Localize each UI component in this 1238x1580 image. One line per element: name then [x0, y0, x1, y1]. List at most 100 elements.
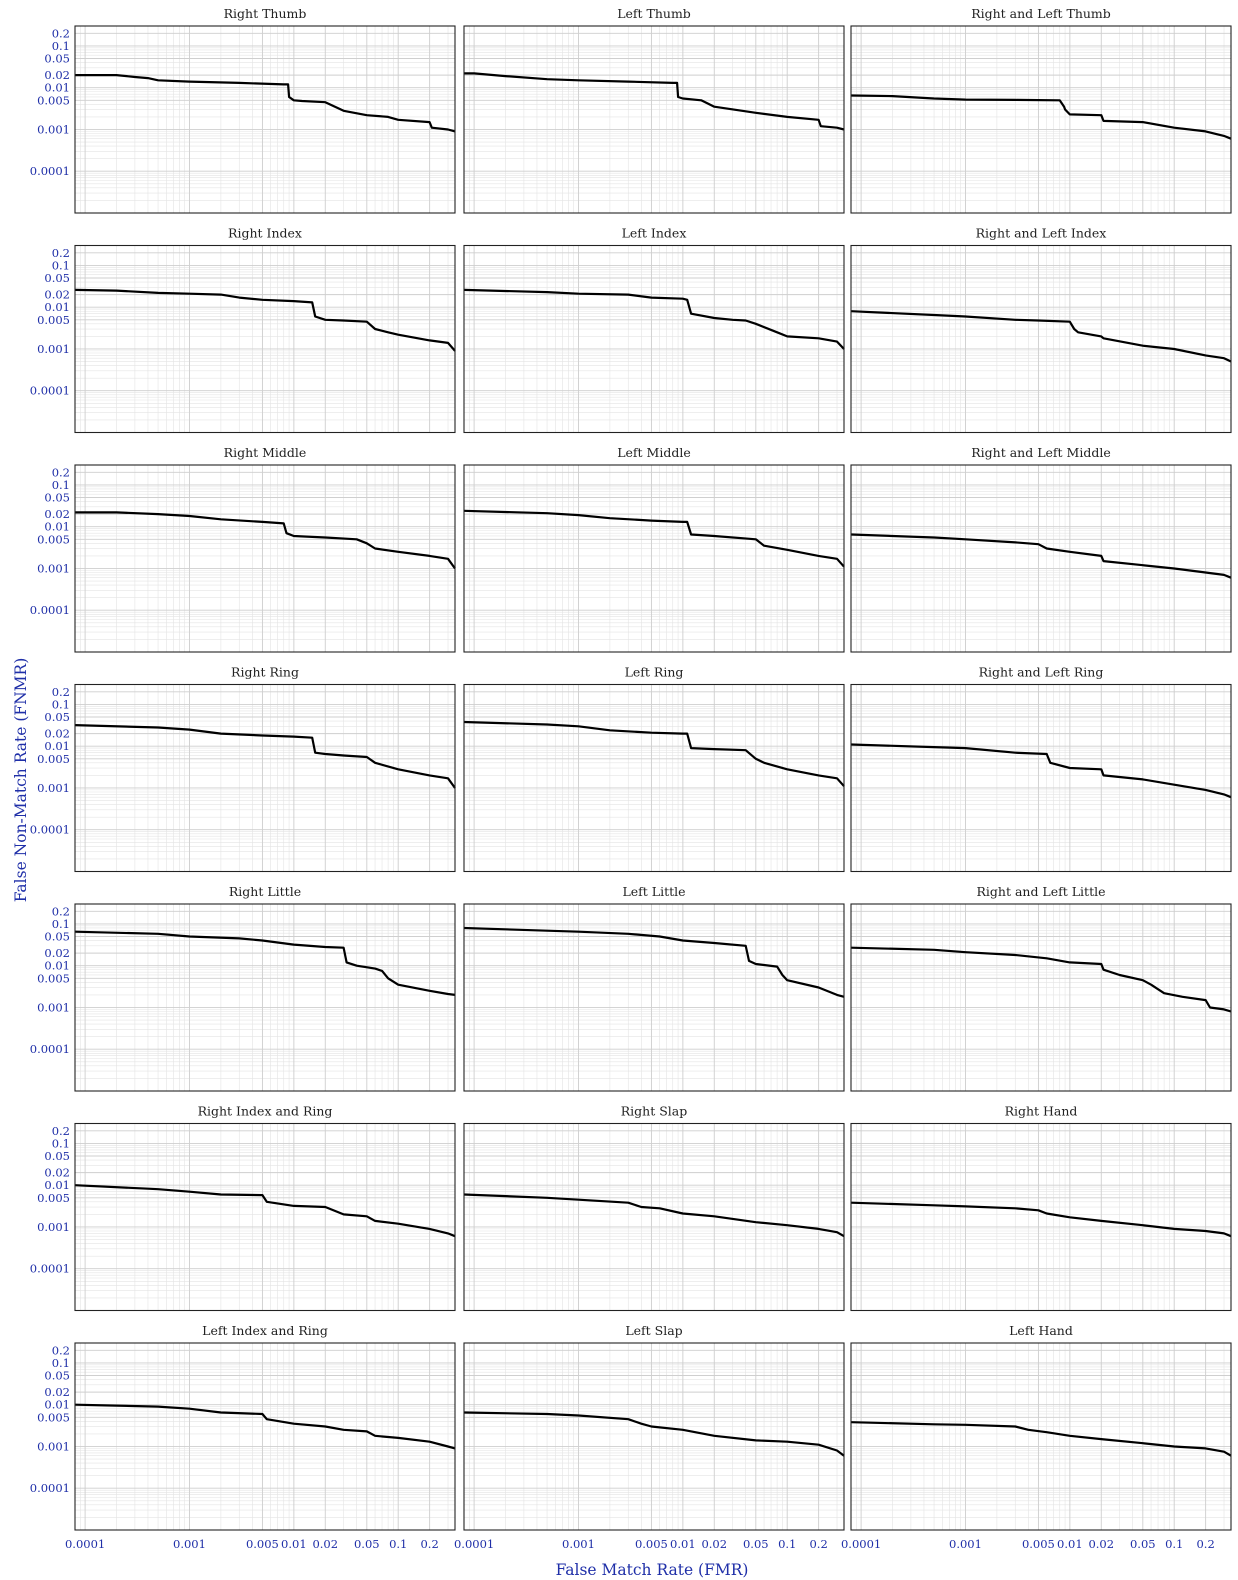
x-tick-label: 0.1	[1165, 1537, 1183, 1551]
y-tick-label: 0.005	[37, 971, 70, 985]
series-line	[463, 720, 845, 787]
panel-title: Right Hand	[1005, 1104, 1078, 1119]
series-line	[75, 73, 456, 133]
y-tick-label: 0.05	[44, 1149, 70, 1163]
panel-frame	[74, 683, 456, 873]
panel-title: Left Index	[622, 226, 687, 241]
panel-9: Right Ring 0.20.10.05 0.020.010.005 0.001 0.…	[30, 665, 456, 873]
x-tick-label: 0.01	[281, 1537, 307, 1551]
panel-title: Right Ring	[231, 665, 299, 680]
panel-13: Left Little	[463, 884, 845, 1092]
panel-10: Left Ring	[463, 665, 845, 873]
x-tick-label: 0.01	[1057, 1537, 1083, 1551]
panel-frame	[74, 25, 456, 214]
panel-frame	[463, 464, 845, 653]
x-tick-label: 0.05	[743, 1537, 769, 1551]
series-line	[74, 1403, 456, 1450]
panel-title: Left Hand	[1009, 1323, 1073, 1338]
series-line	[463, 926, 845, 998]
y-tick-label: 0.005	[37, 93, 70, 107]
panel-title: Right Thumb	[224, 6, 307, 21]
panel-frame	[74, 1122, 456, 1312]
panel-1: Left Thumb	[463, 6, 845, 214]
x-tick-label: 0.01	[670, 1537, 696, 1551]
x-axis-label: False Match Rate (FMR)	[556, 1561, 749, 1579]
panel-frame	[850, 1122, 1232, 1312]
series-line	[75, 511, 456, 570]
panel-20: Left Hand 0.0001 0.001 0.005 0.01 0.02 0.05 0.1…	[841, 1323, 1232, 1551]
panel-title: Left Middle	[617, 445, 691, 460]
y-tick-label: 0.02	[44, 1166, 70, 1180]
y-tick-label: 0.01	[44, 520, 70, 534]
y-tick-label: 0.0001	[30, 1042, 70, 1056]
y-tick-label: 0.05	[44, 930, 70, 944]
y-tick-label: 0.0001	[30, 1262, 70, 1276]
y-tick-label: 0.001	[37, 1220, 70, 1234]
series-line	[463, 288, 845, 350]
x-tick-label: 0.02	[701, 1537, 727, 1551]
panel-16: Right Slap	[463, 1104, 845, 1312]
y-tick-label: 0.02	[44, 288, 70, 302]
panel-frame	[463, 244, 845, 434]
panel-title: Left Thumb	[617, 6, 691, 21]
panel-frame	[463, 1122, 845, 1312]
series-line	[850, 310, 1232, 363]
y-tick-label: 0.0001	[30, 164, 70, 178]
series-line	[74, 288, 456, 352]
panel-title: Right and Left Little	[977, 884, 1106, 899]
panel-title: Left Slap	[625, 1323, 682, 1338]
panel-5: Right and Left Index	[850, 226, 1232, 434]
panel-frame	[74, 464, 456, 653]
y-tick-label: 0.01	[44, 300, 70, 314]
x-tick-label: 0.005	[635, 1537, 668, 1551]
y-tick-label: 0.05	[44, 271, 70, 285]
panel-title: Right and Left Thumb	[971, 6, 1111, 21]
panel-frame	[850, 903, 1232, 1092]
panel-12: Right Little 0.20.10.05 0.020.010.005 0.001…	[30, 884, 456, 1092]
x-tick-label: 0.1	[778, 1537, 796, 1551]
y-tick-label: 0.1	[52, 1356, 70, 1370]
series-line	[464, 72, 845, 131]
panel-title: Right Index and Ring	[198, 1104, 333, 1119]
series-line	[74, 930, 456, 996]
panel-title: Right and Left Index	[976, 226, 1107, 241]
panel-title: Right and Left Middle	[971, 445, 1110, 460]
panel-frame	[850, 25, 1232, 214]
series-line	[850, 1201, 1232, 1238]
panel-title: Right Slap	[621, 1104, 687, 1119]
x-tick-label: 0.005	[246, 1537, 279, 1551]
x-tick-label: 0.05	[354, 1537, 380, 1551]
panel-frame	[74, 244, 456, 434]
series-line	[463, 1411, 845, 1457]
y-tick-label: 0.2	[52, 904, 70, 918]
series-line	[463, 509, 845, 568]
panel-title: Right and Left Ring	[979, 665, 1104, 680]
y-tick-label: 0.005	[37, 752, 70, 766]
y-tick-label: 0.001	[37, 342, 70, 356]
panel-11: Right and Left Ring	[850, 665, 1232, 873]
y-tick-label: 0.02	[44, 68, 70, 82]
panel-7: Left Middle	[463, 445, 845, 653]
panel-frame	[463, 903, 845, 1092]
y-tick-label: 0.1	[52, 1136, 70, 1150]
y-tick-label: 0.001	[37, 781, 70, 795]
y-tick-label: 0.001	[37, 561, 70, 575]
panel-title: Right Little	[229, 884, 301, 899]
x-tick-label: 0.02	[1088, 1537, 1114, 1551]
x-tick-label: 0.05	[1130, 1537, 1156, 1551]
y-tick-label: 0.2	[52, 26, 70, 40]
y-tick-label: 0.005	[37, 1410, 70, 1424]
panel-title: Right Index	[228, 226, 302, 241]
panel-15: Right Index and Ring0.20.10.050.020.010.…	[30, 1104, 456, 1312]
panel-0: Right Thumb 0.20.10.05 0.020.010.005 0.001 0…	[30, 6, 456, 214]
panel-17: Right Hand	[850, 1104, 1232, 1312]
series-line	[850, 533, 1232, 579]
x-tick-label: 0.1	[389, 1537, 407, 1551]
panel-3: Right Index 0.20.10.05 0.020.010.005 0.001 0…	[30, 226, 456, 434]
panel-8: Right and Left Middle	[850, 445, 1232, 653]
series-line	[74, 724, 456, 789]
panel-title: Right Middle	[224, 445, 307, 460]
y-tick-label: 0.0001	[30, 603, 70, 617]
panel-18: Left Index and Ring0.20.10.050.020.010.0…	[30, 1323, 456, 1551]
y-tick-label: 0.1	[52, 39, 70, 53]
